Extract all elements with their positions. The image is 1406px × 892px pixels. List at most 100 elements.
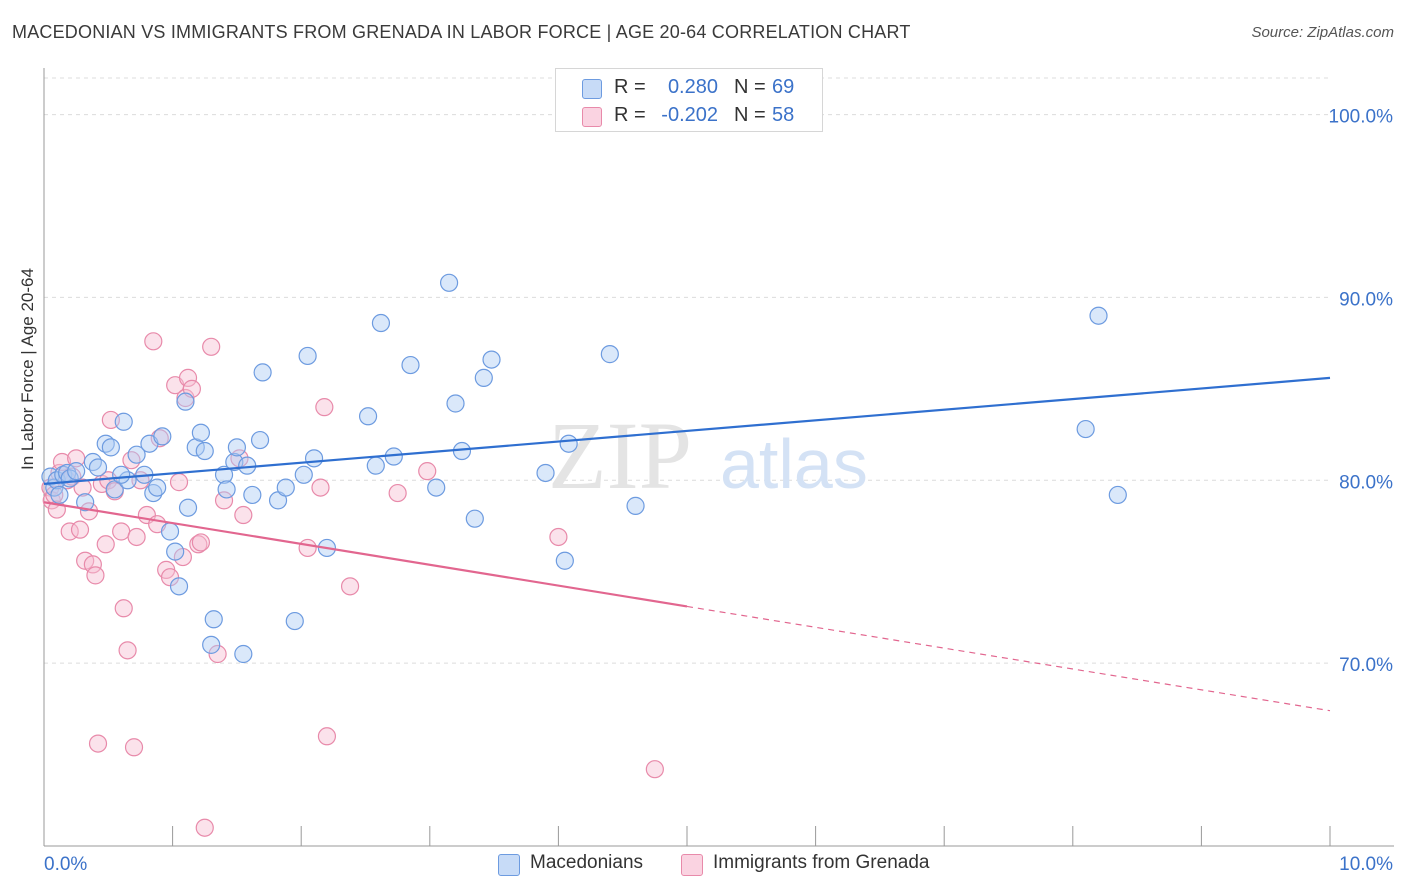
point-macedonian [243, 485, 262, 505]
point-macedonian [465, 509, 484, 528]
point-grenada [86, 566, 105, 585]
point-macedonian [76, 493, 95, 512]
point-grenada [178, 368, 198, 387]
legend-n-value: 58 [772, 104, 795, 126]
point-macedonian [600, 345, 619, 364]
point-macedonian [482, 350, 501, 369]
point-macedonian [112, 465, 131, 484]
point-grenada [202, 337, 221, 356]
point-macedonian [204, 610, 223, 629]
point-macedonian [626, 496, 645, 515]
point-macedonian [1108, 485, 1127, 505]
trend-line-macedonians [43, 376, 1331, 486]
point-grenada [214, 491, 234, 510]
point-macedonian [191, 423, 210, 442]
y-tick-label: 90.0% [1339, 289, 1393, 310]
legend-row-macedonians: R = 0.280 N = 69 [556, 73, 822, 103]
point-macedonian [401, 355, 420, 375]
point-grenada [70, 520, 90, 539]
point-macedonian [439, 273, 459, 292]
point-grenada [549, 527, 568, 547]
point-grenada [88, 734, 108, 753]
legend-r-value: 0.280 [667, 76, 718, 98]
point-macedonian [169, 577, 189, 596]
legend-swatch-blue [498, 854, 520, 876]
axes [43, 68, 1394, 847]
point-grenada [418, 462, 437, 481]
legend-r-value: -0.202 [661, 104, 718, 126]
point-grenada [311, 478, 330, 497]
point-macedonian [83, 452, 102, 472]
legend-n-label: N = [734, 76, 766, 98]
tick-labels: 70.0% 80.0% 90.0% 100.0% 0.0% 10.0% [44, 107, 1393, 875]
point-macedonian [160, 522, 180, 541]
legend-swatch-pink [582, 107, 602, 127]
point-grenada [189, 535, 208, 554]
point-macedonian [250, 430, 270, 450]
point-grenada [127, 527, 146, 547]
legend-label-grenada: Immigrants from Grenada [713, 852, 930, 873]
point-macedonian [227, 438, 246, 457]
point-grenada [388, 483, 407, 503]
point-macedonian [559, 434, 578, 453]
point-macedonian [195, 441, 214, 461]
chart-title: MACEDONIAN VS IMMIGRANTS FROM GRENADA IN… [12, 22, 911, 42]
series-macedonians [41, 273, 1127, 664]
point-macedonian [366, 456, 385, 475]
legend-swatch-blue [582, 79, 602, 99]
x-tick-label: 10.0% [1339, 854, 1393, 875]
trend-line-grenada [43, 501, 688, 608]
legend-r-label: R = [614, 104, 646, 126]
point-macedonian [474, 368, 493, 387]
point-grenada [191, 533, 210, 552]
source-label: Source: ZipAtlas.com [1251, 24, 1394, 41]
point-grenada [96, 535, 115, 554]
point-macedonian [358, 407, 378, 426]
point-macedonian [276, 478, 295, 497]
legend-label-macedonians: Macedonians [530, 852, 644, 873]
point-macedonian [446, 394, 465, 413]
watermark: ZIP atlas [548, 402, 868, 509]
point-macedonian [234, 644, 253, 664]
point-macedonian [176, 392, 195, 411]
point-grenada [112, 522, 131, 541]
x-tick-label: 0.0% [44, 854, 87, 875]
legend-n-value: 69 [772, 76, 795, 98]
point-grenada [208, 644, 227, 664]
point-grenada [118, 641, 137, 660]
trend-line-grenada-dashed [686, 605, 1331, 712]
point-macedonian [67, 462, 86, 481]
trend-lines [43, 376, 1331, 712]
point-macedonian [101, 438, 120, 457]
point-macedonian [536, 463, 555, 483]
correlation-legend: R = 0.280 N = 69 R = -0.202 N = 58 [555, 68, 823, 132]
point-macedonian [214, 465, 234, 484]
watermark-atlas: atlas [720, 425, 868, 503]
y-tick-label: 70.0% [1339, 655, 1393, 676]
legend-row-grenada: R = -0.202 N = 58 [556, 101, 822, 131]
point-macedonian [217, 480, 236, 499]
point-grenada [114, 599, 133, 618]
point-grenada [122, 451, 141, 470]
point-macedonian [88, 458, 108, 477]
point-macedonian [555, 551, 574, 570]
point-macedonian [178, 498, 198, 517]
y-axis-title: In Labor Force | Age 20-64 [18, 268, 37, 470]
point-macedonian [1076, 419, 1095, 439]
point-grenada [195, 818, 214, 837]
legend-swatch-pink [681, 854, 703, 876]
point-macedonian [294, 465, 313, 484]
point-grenada [144, 332, 163, 351]
point-macedonian [371, 313, 391, 333]
point-macedonian [304, 449, 324, 468]
point-macedonian [114, 412, 133, 431]
point-macedonian [202, 635, 221, 654]
series-grenada [41, 332, 664, 837]
grid [44, 77, 1330, 664]
point-grenada [234, 505, 253, 525]
point-grenada [315, 398, 334, 417]
point-macedonian [298, 346, 317, 366]
point-macedonian [148, 478, 167, 497]
point-grenada [150, 429, 169, 448]
